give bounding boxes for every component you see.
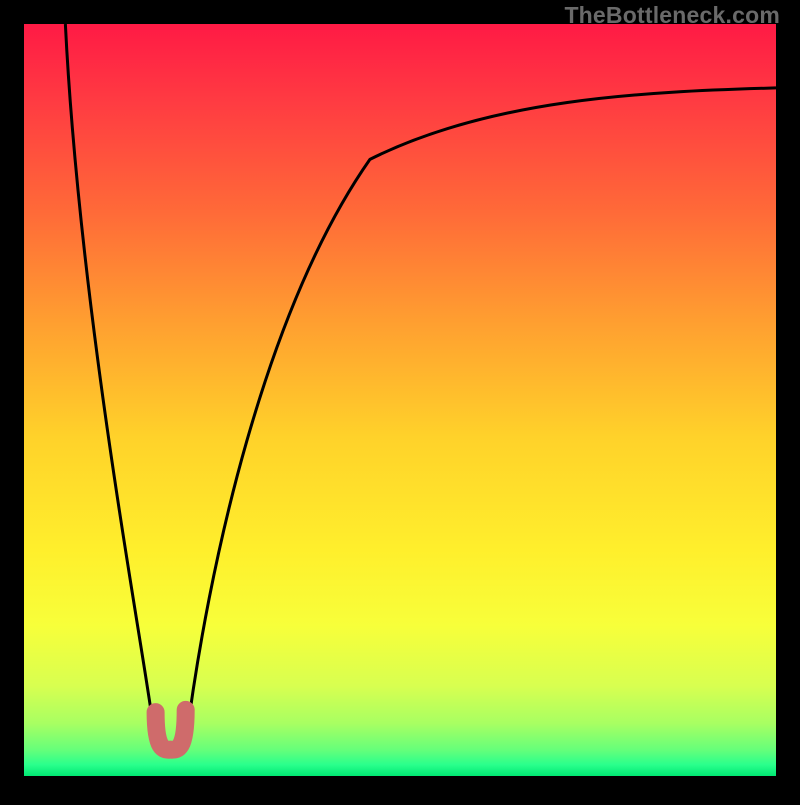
- bottleneck-chart: [0, 0, 800, 800]
- chart-background: [24, 24, 776, 776]
- watermark-text: TheBottleneck.com: [564, 2, 780, 29]
- chart-frame: TheBottleneck.com: [0, 0, 800, 800]
